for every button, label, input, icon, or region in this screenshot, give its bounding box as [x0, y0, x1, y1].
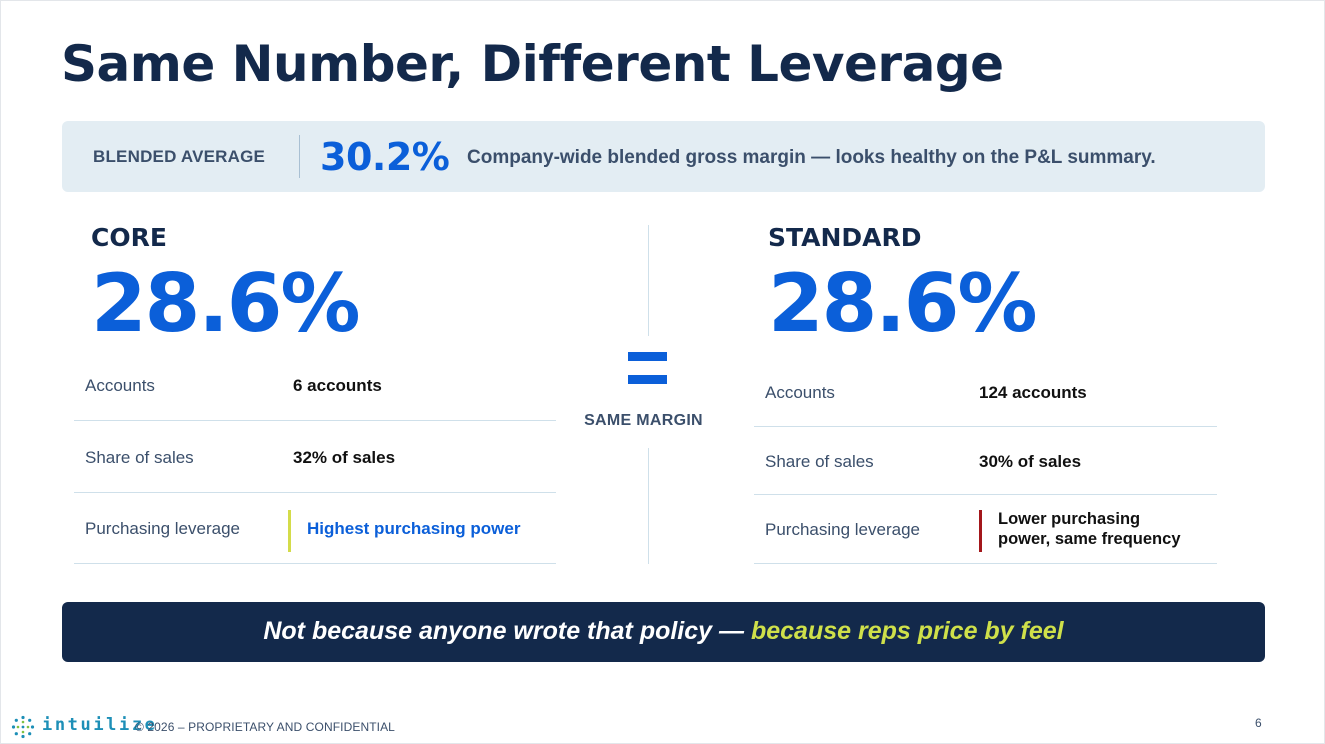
intuilize-logo-text: intuilize — [42, 715, 158, 735]
page-number: 6 — [1255, 716, 1262, 730]
standard-margin-value: 28.6% — [768, 257, 1038, 350]
center-line-top — [648, 225, 649, 336]
standard-divider-2 — [754, 494, 1217, 495]
blended-average-description: Company-wide blended gross margin — look… — [467, 147, 1156, 168]
core-leverage-value: Highest purchasing power — [307, 519, 521, 538]
standard-heading: STANDARD — [768, 223, 922, 252]
banner-text-highlight: because reps price by feel — [750, 617, 1064, 645]
same-margin-label: SAME MARGIN — [584, 412, 703, 429]
standard-leverage-accent-bar — [979, 510, 982, 552]
standard-leverage-value-line2: power, same frequency — [998, 530, 1181, 548]
core-margin-value: 28.6% — [91, 257, 361, 350]
core-accounts-label: Accounts — [85, 376, 155, 395]
slide-title: Same Number, Different Leverage — [61, 35, 1004, 93]
standard-accounts-value: 124 accounts — [979, 383, 1087, 402]
intuilize-logo-icon — [11, 715, 35, 739]
standard-share-label: Share of sales — [765, 452, 874, 471]
standard-divider-3 — [754, 563, 1217, 564]
standard-leverage-value-line1: Lower purchasing — [998, 510, 1141, 528]
copyright-notice: © 2026 – PROPRIETARY AND CONFIDENTIAL — [135, 720, 395, 734]
core-share-label: Share of sales — [85, 448, 194, 467]
standard-accounts-label: Accounts — [765, 383, 835, 402]
core-divider-3 — [74, 563, 556, 564]
core-accounts-value: 6 accounts — [293, 376, 382, 395]
center-line-bottom — [648, 448, 649, 564]
banner-text-white: Not because anyone wrote that policy — — [263, 617, 745, 645]
blended-average-value: 30.2% — [320, 135, 450, 179]
core-share-value: 32% of sales — [293, 448, 396, 467]
core-leverage-label: Purchasing leverage — [85, 519, 240, 538]
core-leverage-accent-bar — [288, 510, 291, 552]
blended-divider — [299, 135, 300, 178]
conclusion-banner: Not because anyone wrote that policy — b… — [62, 602, 1265, 662]
standard-share-value: 30% of sales — [979, 452, 1082, 471]
blended-average-label: BLENDED AVERAGE — [93, 147, 266, 166]
core-heading: CORE — [91, 223, 167, 252]
standard-leverage-label: Purchasing leverage — [765, 520, 920, 539]
standard-divider-1 — [754, 426, 1217, 427]
core-divider-1 — [74, 420, 556, 421]
blended-average-panel: BLENDED AVERAGE 30.2% Company-wide blend… — [62, 121, 1265, 192]
core-divider-2 — [74, 492, 556, 493]
